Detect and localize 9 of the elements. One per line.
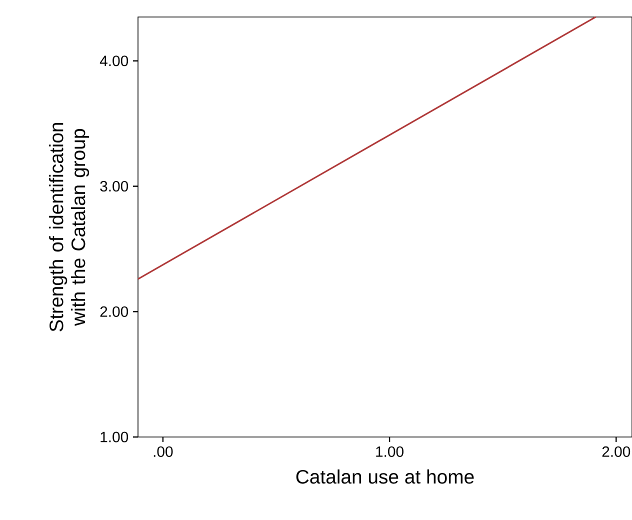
- x-tick-label: .00: [154, 446, 173, 457]
- x-tick-label: 1.00: [376, 446, 404, 457]
- y-tick-label: 1.00: [100, 432, 128, 442]
- y-tick-label: 4.00: [100, 56, 128, 66]
- y-tick-label: 2.00: [100, 306, 128, 317]
- x-tick-label: 2.00: [602, 446, 630, 457]
- y-axis-title: Strength of identification with the Catalan group: [49, 122, 90, 332]
- y-tick-label: 3.00: [100, 180, 128, 192]
- x-axis-title: Catalan use at home: [296, 469, 474, 484]
